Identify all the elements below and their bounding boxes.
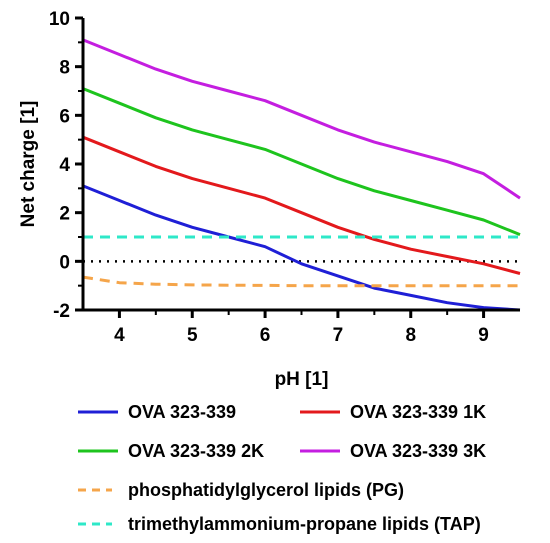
x-tick-label: 6	[260, 325, 271, 346]
axes: -2 0 2 4 6 8 10 4 5 6 7 8 9	[49, 9, 520, 346]
series-line-1	[82, 135, 521, 275]
legend-label: trimethylammonium-propane lipids (TAP)	[128, 514, 481, 534]
legend-label: OVA 323-339 3K	[350, 441, 486, 461]
series-line-0	[82, 184, 521, 312]
series-line-4	[82, 275, 520, 288]
y-axis-label: Net charge [1]	[18, 101, 39, 228]
y-tick-label: 8	[59, 58, 70, 79]
x-tick-label: 9	[478, 325, 489, 346]
y-tick-label: -2	[53, 301, 70, 322]
x-axis-ticks: 4 5 6 7 8 9	[114, 310, 489, 346]
x-tick-label: 7	[333, 325, 344, 346]
plot-area	[82, 38, 521, 312]
legend-item: OVA 323-339 3K	[300, 441, 486, 461]
legend-label: OVA 323-339 1K	[350, 402, 486, 422]
legend-item: phosphatidylglycerol lipids (PG)	[78, 480, 404, 500]
series-line-3	[82, 38, 521, 200]
legend-label: phosphatidylglycerol lipids (PG)	[128, 480, 404, 500]
y-tick-label: 6	[59, 106, 70, 127]
legend-item: OVA 323-339 1K	[300, 402, 486, 422]
x-tick-label: 5	[187, 325, 198, 346]
x-tick-label: 4	[114, 325, 125, 346]
legend-item: OVA 323-339	[78, 402, 236, 422]
legend-label: OVA 323-339 2K	[128, 441, 264, 461]
x-axis-label: pH [1]	[275, 369, 329, 390]
y-tick-label: 0	[59, 252, 70, 273]
legend-item: OVA 323-339 2K	[78, 441, 264, 461]
series-layer	[82, 38, 521, 312]
legend-item: trimethylammonium-propane lipids (TAP)	[78, 514, 481, 534]
y-tick-label: 2	[59, 204, 70, 225]
y-tick-label: 10	[49, 9, 70, 30]
series-line-2	[82, 87, 521, 236]
legend: OVA 323-339 OVA 323-339 1K OVA 323-339 2K O…	[78, 402, 486, 534]
legend-label: OVA 323-339	[128, 402, 236, 422]
y-axis-ticks: -2 0 2 4 6 8 10	[49, 9, 83, 322]
x-tick-label: 8	[405, 325, 416, 346]
y-tick-label: 4	[59, 155, 70, 176]
